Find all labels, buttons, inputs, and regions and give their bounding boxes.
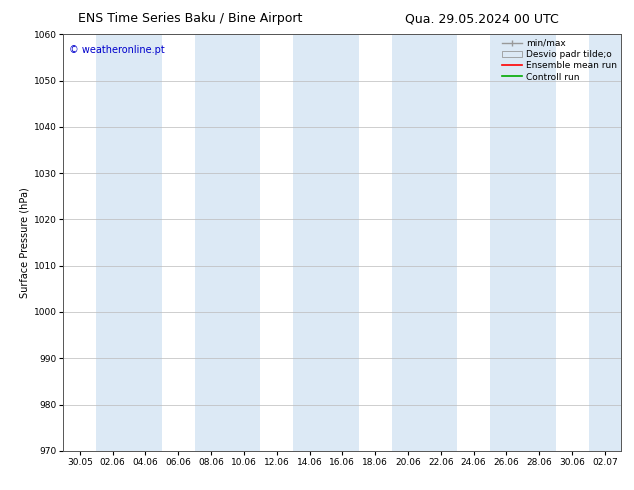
Bar <box>392 34 457 451</box>
Legend: min/max, Desvio padr tilde;o, Ensemble mean run, Controll run: min/max, Desvio padr tilde;o, Ensemble m… <box>500 37 619 83</box>
Y-axis label: Surface Pressure (hPa): Surface Pressure (hPa) <box>19 187 29 298</box>
Bar <box>490 34 555 451</box>
Bar <box>588 34 621 451</box>
Text: © weatheronline.pt: © weatheronline.pt <box>69 45 165 55</box>
Bar <box>195 34 261 451</box>
Text: Qua. 29.05.2024 00 UTC: Qua. 29.05.2024 00 UTC <box>405 12 559 25</box>
Bar <box>96 34 162 451</box>
Bar <box>293 34 359 451</box>
Text: ENS Time Series Baku / Bine Airport: ENS Time Series Baku / Bine Airport <box>78 12 302 25</box>
